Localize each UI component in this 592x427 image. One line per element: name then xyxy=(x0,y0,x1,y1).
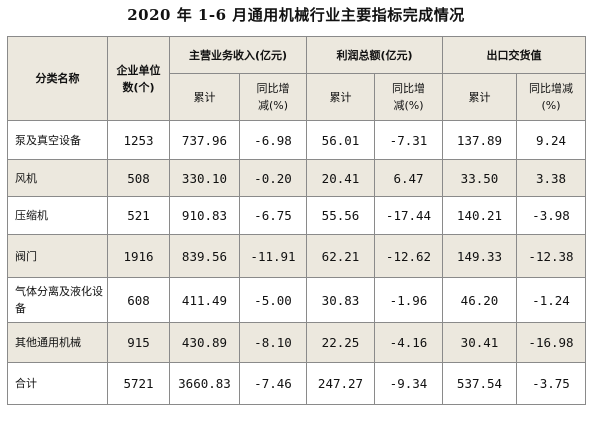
row-profit: 20.41 xyxy=(306,159,375,197)
row-revenue-yoy: -5.00 xyxy=(239,277,307,323)
table-row: 气体分离及液化设备 608 411.49 -5.00 30.83 -1.96 4… xyxy=(7,277,586,323)
header-units: 企业单位数(个) xyxy=(107,36,170,121)
row-revenue-yoy: -7.46 xyxy=(239,362,307,405)
header-profit-yoy: 同比增减(%) xyxy=(374,73,443,121)
row-revenue-yoy: -0.20 xyxy=(239,159,307,197)
row-revenue-yoy: -6.98 xyxy=(239,120,307,160)
table-row-total: 合计 5721 3660.83 -7.46 247.27 -9.34 537.5… xyxy=(7,362,586,405)
row-revenue: 411.49 xyxy=(169,277,240,323)
row-name: 气体分离及液化设备 xyxy=(7,277,108,323)
row-export: 537.54 xyxy=(442,362,517,405)
row-units: 915 xyxy=(107,322,170,363)
row-revenue-yoy: -6.75 xyxy=(239,196,307,235)
row-units: 608 xyxy=(107,277,170,323)
row-export: 33.50 xyxy=(442,159,517,197)
row-revenue: 430.89 xyxy=(169,322,240,363)
table-row: 阀门 1916 839.56 -11.91 62.21 -12.62 149.3… xyxy=(7,234,586,278)
row-export: 137.89 xyxy=(442,120,517,160)
row-name: 阀门 xyxy=(7,234,108,278)
table-row: 泵及真空设备 1253 737.96 -6.98 56.01 -7.31 137… xyxy=(7,120,586,160)
row-revenue-yoy: -11.91 xyxy=(239,234,307,278)
row-profit-yoy: -1.96 xyxy=(374,277,443,323)
indicator-table: 分类名称 企业单位数(个) 主营业务收入(亿元) 利润总额(亿元) 出口交货值 … xyxy=(7,36,586,405)
row-name: 其他通用机械 xyxy=(7,322,108,363)
header-category: 分类名称 xyxy=(7,36,108,121)
header-revenue-cumulative: 累计 xyxy=(169,73,240,121)
header-profit: 利润总额(亿元) xyxy=(306,36,443,74)
header-export: 出口交货值 xyxy=(442,36,586,74)
row-revenue: 839.56 xyxy=(169,234,240,278)
row-name: 泵及真空设备 xyxy=(7,120,108,160)
row-units: 508 xyxy=(107,159,170,197)
table-row: 其他通用机械 915 430.89 -8.10 22.25 -4.16 30.4… xyxy=(7,322,586,363)
row-revenue: 737.96 xyxy=(169,120,240,160)
row-profit: 247.27 xyxy=(306,362,375,405)
row-export: 30.41 xyxy=(442,322,517,363)
row-profit: 22.25 xyxy=(306,322,375,363)
row-profit-yoy: -12.62 xyxy=(374,234,443,278)
page-title: 2020 年 1-6 月通用机械行业主要指标完成情况 xyxy=(127,6,465,24)
row-revenue: 910.83 xyxy=(169,196,240,235)
header-profit-cumulative: 累计 xyxy=(306,73,375,121)
row-name: 合计 xyxy=(7,362,108,405)
row-revenue-yoy: -8.10 xyxy=(239,322,307,363)
header-revenue: 主营业务收入(亿元) xyxy=(169,36,307,74)
row-export: 46.20 xyxy=(442,277,517,323)
row-units: 5721 xyxy=(107,362,170,405)
row-name: 风机 xyxy=(7,159,108,197)
row-export-yoy: 9.24 xyxy=(516,120,586,160)
row-profit: 55.56 xyxy=(306,196,375,235)
row-export-yoy: -16.98 xyxy=(516,322,586,363)
table-row: 压缩机 521 910.83 -6.75 55.56 -17.44 140.21… xyxy=(7,196,586,235)
row-export: 140.21 xyxy=(442,196,517,235)
row-revenue: 330.10 xyxy=(169,159,240,197)
row-export-yoy: -1.24 xyxy=(516,277,586,323)
header-export-yoy: 同比增减(%) xyxy=(516,73,586,121)
row-profit: 62.21 xyxy=(306,234,375,278)
table-row: 风机 508 330.10 -0.20 20.41 6.47 33.50 3.3… xyxy=(7,159,586,197)
row-units: 1916 xyxy=(107,234,170,278)
header-revenue-yoy: 同比增减(%) xyxy=(239,73,307,121)
row-profit-yoy: -4.16 xyxy=(374,322,443,363)
row-units: 521 xyxy=(107,196,170,235)
row-export-yoy: 3.38 xyxy=(516,159,586,197)
row-revenue: 3660.83 xyxy=(169,362,240,405)
row-profit-yoy: -17.44 xyxy=(374,196,443,235)
row-profit-yoy: 6.47 xyxy=(374,159,443,197)
row-export-yoy: -12.38 xyxy=(516,234,586,278)
row-name: 压缩机 xyxy=(7,196,108,235)
row-export-yoy: -3.98 xyxy=(516,196,586,235)
row-profit: 30.83 xyxy=(306,277,375,323)
row-profit-yoy: -7.31 xyxy=(374,120,443,160)
row-profit: 56.01 xyxy=(306,120,375,160)
row-profit-yoy: -9.34 xyxy=(374,362,443,405)
row-export: 149.33 xyxy=(442,234,517,278)
row-units: 1253 xyxy=(107,120,170,160)
row-export-yoy: -3.75 xyxy=(516,362,586,405)
header-export-cumulative: 累计 xyxy=(442,73,517,121)
